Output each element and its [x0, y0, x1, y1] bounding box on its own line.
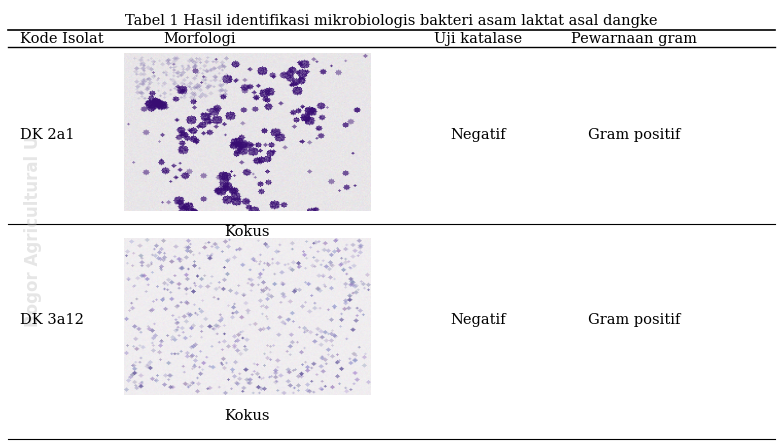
- Text: Gram positif: Gram positif: [588, 128, 680, 143]
- Text: Tabel 1 Hasil identifikasi mikrobiologis bakteri asam laktat asal dangke: Tabel 1 Hasil identifikasi mikrobiologis…: [125, 14, 658, 28]
- Text: Morfologi: Morfologi: [164, 32, 236, 46]
- Text: Gram positif: Gram positif: [588, 313, 680, 327]
- Text: Kode Isolat: Kode Isolat: [20, 32, 103, 46]
- Text: Bogor Agricultural U: Bogor Agricultural U: [24, 135, 41, 327]
- Text: Negatif: Negatif: [449, 128, 506, 143]
- Text: Kokus: Kokus: [224, 225, 270, 239]
- Text: Pewarnaan gram: Pewarnaan gram: [572, 32, 697, 46]
- Text: Kokus: Kokus: [224, 409, 270, 424]
- Text: DK 3a12: DK 3a12: [20, 313, 84, 327]
- Text: DK 2a1: DK 2a1: [20, 128, 74, 143]
- Text: Uji katalase: Uji katalase: [434, 32, 521, 46]
- Text: Negatif: Negatif: [449, 313, 506, 327]
